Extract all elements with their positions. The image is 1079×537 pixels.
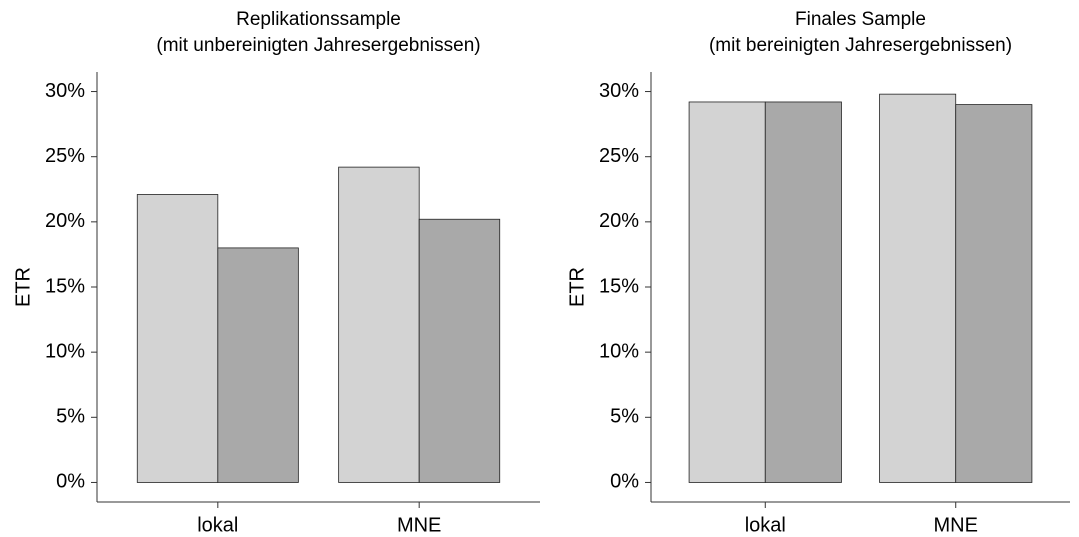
bar bbox=[136, 194, 219, 483]
bar bbox=[338, 166, 420, 483]
x-tick-label: lokal bbox=[745, 514, 786, 536]
bar bbox=[688, 101, 766, 483]
y-tick-label: 30% bbox=[45, 80, 85, 102]
y-axis-label: ETR bbox=[12, 267, 34, 307]
chart-subtitle: (mit unbereinigten Jahresergebnissen) bbox=[156, 35, 480, 56]
y-tick-label: 0% bbox=[610, 471, 639, 493]
chart-title: Finales Sample bbox=[795, 9, 926, 30]
y-tick-label: 5% bbox=[56, 406, 85, 428]
x-tick-label: lokal bbox=[197, 514, 238, 536]
y-tick-label: 10% bbox=[599, 340, 639, 362]
bar bbox=[418, 218, 501, 483]
y-tick-label: 15% bbox=[599, 275, 639, 297]
bar bbox=[217, 247, 299, 483]
bar bbox=[764, 101, 842, 483]
x-tick-label: MNE bbox=[397, 514, 441, 536]
chart-subtitle: (mit bereinigten Jahresergebnissen) bbox=[709, 35, 1012, 56]
y-tick-label: 20% bbox=[599, 210, 639, 232]
y-tick-label: 20% bbox=[45, 210, 85, 232]
y-tick-label: 30% bbox=[599, 80, 639, 102]
y-axis-label: ETR bbox=[566, 267, 588, 307]
bar bbox=[879, 93, 957, 483]
y-tick-label: 0% bbox=[56, 471, 85, 493]
y-tick-label: 25% bbox=[599, 145, 639, 167]
y-tick-label: 5% bbox=[610, 406, 639, 428]
bar bbox=[955, 104, 1033, 483]
y-tick-label: 15% bbox=[45, 275, 85, 297]
x-tick-label: MNE bbox=[934, 514, 978, 536]
y-tick-label: 10% bbox=[45, 340, 85, 362]
chart-title: Replikationssample bbox=[236, 9, 401, 30]
y-tick-label: 25% bbox=[45, 145, 85, 167]
